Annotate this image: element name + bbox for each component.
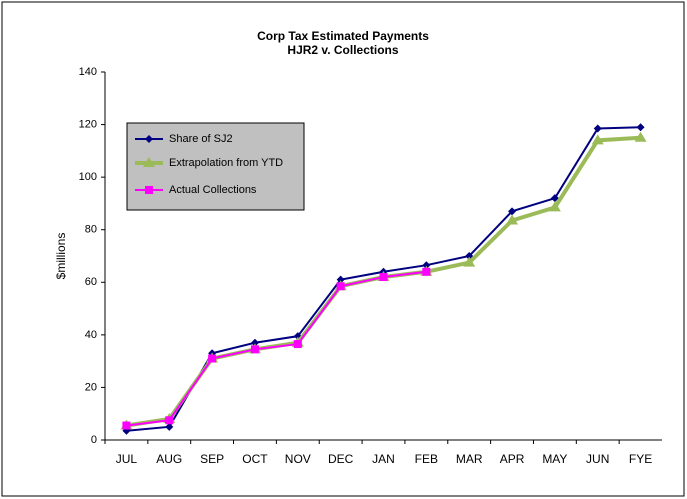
square-marker [122, 421, 131, 430]
x-tick-label: AUG [156, 452, 182, 466]
diamond-marker [550, 194, 559, 203]
x-tick-label: JUN [586, 452, 609, 466]
x-tick-label: SEP [200, 452, 224, 466]
diamond-marker [336, 275, 345, 284]
square-marker [208, 354, 217, 363]
square-marker [379, 273, 388, 282]
chart-subtitle: HJR2 v. Collections [287, 43, 398, 57]
square-marker [293, 340, 302, 349]
x-tick-label: APR [500, 452, 525, 466]
series-line [126, 270, 427, 427]
x-tick-label: JUL [116, 452, 138, 466]
y-tick-label: 80 [85, 224, 97, 236]
diamond-marker [250, 338, 259, 347]
y-tick-label: 100 [79, 171, 97, 183]
legend-box [126, 122, 305, 211]
x-tick-label: FYE [629, 452, 652, 466]
legend-label: Share of SJ2 [169, 133, 233, 145]
x-tick-label: NOV [285, 452, 311, 466]
y-tick-label: 60 [85, 276, 97, 288]
x-tick-label: MAR [456, 452, 483, 466]
triangle-marker [634, 131, 647, 142]
diamond-marker [145, 135, 153, 143]
diamond-marker [508, 207, 517, 216]
legend-label: Actual Collections [169, 184, 257, 196]
x-tick-label: DEC [328, 452, 354, 466]
triangle-marker [591, 134, 604, 145]
y-tick-label: 120 [79, 118, 97, 130]
x-tick-label: FEB [415, 452, 438, 466]
diamond-marker [165, 422, 174, 431]
diamond-marker [593, 124, 602, 133]
y-axis-label: $millions [54, 233, 68, 280]
square-marker [165, 416, 174, 425]
triangle-marker [143, 157, 155, 167]
square-marker [145, 186, 153, 194]
square-marker [336, 282, 345, 291]
y-tick-label: 140 [79, 66, 97, 78]
triangle-marker [463, 256, 476, 267]
x-tick-label: JAN [372, 452, 395, 466]
legend-label: Extrapolation from YTD [169, 157, 283, 169]
square-marker [422, 267, 431, 276]
x-tick-label: MAY [542, 452, 567, 466]
y-tick-label: 20 [85, 381, 97, 393]
triangle-marker [548, 201, 561, 212]
triangle-marker [506, 214, 519, 225]
chart-title: Corp Tax Estimated Payments [257, 29, 429, 43]
diamond-marker [422, 261, 431, 270]
diamond-marker [636, 123, 645, 132]
square-marker [250, 345, 259, 354]
y-tick-label: 40 [85, 329, 97, 341]
x-tick-label: OCT [242, 452, 268, 466]
y-tick-label: 0 [91, 434, 97, 446]
